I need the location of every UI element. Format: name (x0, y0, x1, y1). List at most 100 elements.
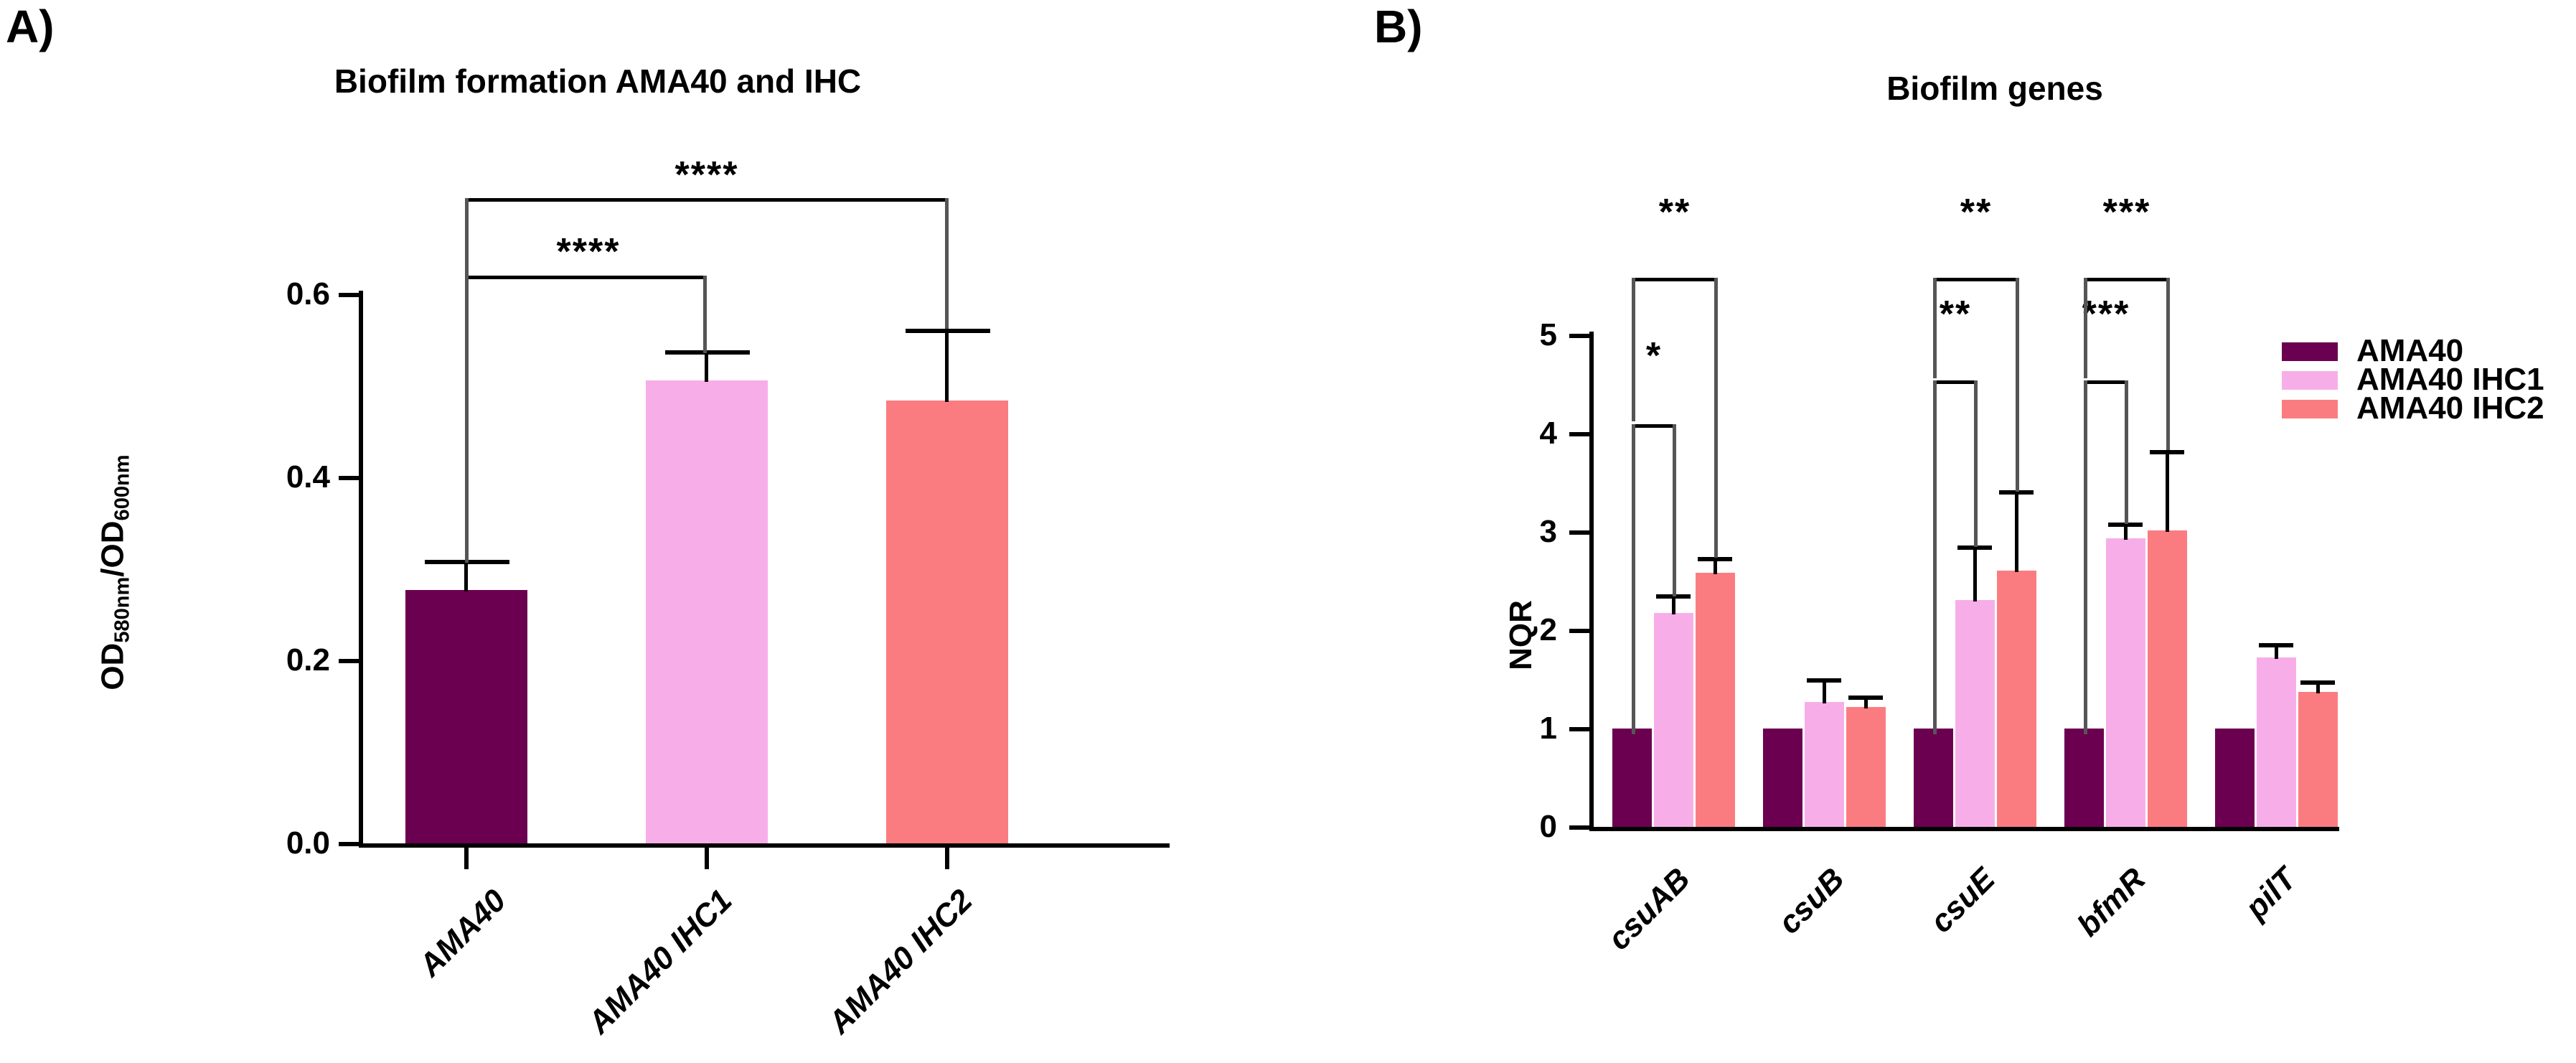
panel-b-sig-stars-csuE-inner: ** (1939, 294, 1972, 335)
panel-a-ytick-3 (339, 293, 359, 297)
panel-b-ytick-label-1: 1 (1539, 711, 1557, 746)
panel-b-bar-bfmR-ihc1 (2106, 538, 2145, 827)
panel-a-ytick-2 (339, 476, 359, 480)
panel-a-errorbar-cap-ihc2 (906, 329, 990, 333)
panel-b-bar-pilT-ihc1 (2257, 657, 2296, 827)
sig-bracket-right-leg (2125, 380, 2128, 524)
panel-a-ytick-label-2: 0.4 (286, 459, 330, 495)
panel-b-bar-csuE-ihc2 (1997, 571, 2036, 827)
legend-item-ihc1[interactable]: AMA40 IHC1 (2282, 362, 2569, 397)
panel-b-bar-csuB-ihc2 (1846, 707, 1886, 827)
sig-bracket-right-leg (2166, 278, 2170, 450)
sig-bracket-right-leg (945, 198, 949, 329)
sig-bracket-right-leg (1714, 278, 1718, 558)
panel-a-ytick-label-1: 0.2 (286, 642, 330, 678)
panel-a-xlabel-ihc1: AMA40 IHC1 (581, 883, 739, 1041)
sig-bracket-left-leg (2084, 278, 2087, 378)
panel-a-x-axis (359, 843, 1170, 848)
panel-b-errorbar-cap-bfmR-ihc2 (2150, 450, 2184, 454)
panel-a-xtick-2 (945, 848, 949, 869)
panel-b-ytick-4 (1569, 432, 1589, 436)
panel-b-errorbar-csuB-ihc1 (1823, 680, 1826, 703)
sig-bracket-left-leg (1632, 424, 1635, 734)
panel-b-errorbar-cap-pilT-ihc2 (2300, 680, 2335, 685)
panel-b-bar-csuB-ama40 (1763, 729, 1802, 827)
y-axis-title-sub-1: 580nm (111, 576, 134, 643)
panel-a-sig-stars-inner: **** (556, 231, 621, 273)
panel-b-errorbar-pilT-ihc2 (2316, 683, 2320, 693)
panel-b-errorbar-bfmR-ihc2 (2166, 452, 2169, 532)
panel-b-bar-csuB-ihc1 (1805, 702, 1844, 827)
legend-label-ihc2: AMA40 IHC2 (2356, 390, 2544, 426)
panel-a-errorbar-ihc2 (945, 330, 949, 402)
sig-bracket-top (1632, 424, 1676, 428)
panel-a-xlabel-ama40: AMA40 (412, 883, 513, 984)
panel-a-xtick-0 (464, 848, 469, 869)
panel-b-letter: B) (1374, 1, 1423, 52)
panel-b-bar-pilT-ama40 (2215, 729, 2255, 827)
sig-bracket-top (2084, 278, 2170, 281)
legend-label-ihc1: AMA40 IHC1 (2356, 362, 2544, 397)
sig-bracket-top (1933, 278, 2019, 281)
panel-a-errorbar-ihc1 (705, 352, 708, 382)
panel-b-errorbar-cap-pilT-ihc1 (2259, 643, 2293, 647)
panel-b-errorbar-pilT-ihc1 (2275, 645, 2278, 659)
sig-bracket-right-leg (2016, 278, 2019, 492)
panel-b-errorbar-bfmR-ihc1 (2124, 525, 2128, 540)
panel-b-title: Biofilm genes (1886, 70, 2103, 107)
panel-b-xlabel-pilT: pilT (2238, 861, 2303, 926)
panel-b-errorbar-csuAB-ihc2 (1714, 559, 1717, 574)
panel-b-ytick-0 (1569, 825, 1589, 830)
panel-b-y-axis (1589, 332, 1594, 830)
sig-bracket-right-leg (703, 276, 707, 353)
panel-b-errorbar-csuE-ihc2 (2015, 492, 2018, 572)
panel-b-bar-csuAB-ama40 (1612, 729, 1652, 827)
legend-label-ama40: AMA40 (2356, 333, 2464, 368)
sig-bracket-top (465, 198, 949, 202)
panel-b-ytick-label-4: 4 (1539, 416, 1557, 451)
panel-b-xlabel-csuAB: csuAB (1601, 861, 1697, 957)
panel-a-ytick-1 (339, 659, 359, 663)
panel-b-xlabel-csuE: csuE (1923, 861, 2002, 940)
panel-b-errorbar-csuE-ihc1 (1973, 548, 1977, 601)
panel-a-errorbar-cap-ihc1 (665, 350, 750, 355)
panel-b-ytick-3 (1569, 530, 1589, 535)
panel-b-legend: AMA40 AMA40 IHC1 AMA40 IHC2 (2282, 333, 2569, 426)
panel-b-errorbar-csuB-ihc2 (1864, 698, 1868, 708)
y-axis-title-sub-2: 600nm (111, 454, 134, 521)
legend-item-ihc2[interactable]: AMA40 IHC2 (2282, 390, 2569, 426)
panel-a-errorbar-ama40 (464, 561, 468, 591)
sig-bracket-left-leg (1632, 278, 1635, 421)
panel-b-sig-stars-csuE-outer: ** (1960, 192, 1993, 233)
panel-a-bar-ihc1 (646, 380, 768, 843)
sig-bracket-top (465, 276, 707, 279)
legend-item-ama40[interactable]: AMA40 (2282, 333, 2569, 368)
y-axis-title-part-1: OD (95, 642, 131, 690)
panel-b-ytick-1 (1569, 727, 1589, 731)
sig-bracket-top (2084, 380, 2128, 384)
panel-b-errorbar-cap-bfmR-ihc1 (2108, 523, 2143, 527)
panel-a-y-axis (359, 291, 363, 847)
panel-a-xtick-1 (705, 848, 709, 869)
panel-b-errorbar-cap-csuE-ihc1 (1957, 545, 1992, 550)
panel-b-ytick-2 (1569, 629, 1589, 633)
panel-b-bar-csuAB-ihc1 (1654, 613, 1693, 827)
panel-b-ytick-label-3: 3 (1539, 514, 1557, 549)
panel-a-title: Biofilm formation AMA40 and IHC (334, 62, 862, 100)
panel-b-sig-stars-csuAB-outer: ** (1658, 192, 1691, 233)
panel-a-bar-ama40 (405, 590, 527, 843)
panel-b-bar-bfmR-ihc2 (2148, 530, 2187, 827)
panel-b-x-axis (1589, 827, 2339, 831)
panel-b-errorbar-csuAB-ihc1 (1672, 596, 1675, 614)
panel-b-errorbar-cap-csuB-ihc2 (1848, 696, 1883, 700)
panel-b-errorbar-cap-csuAB-ihc2 (1698, 557, 1732, 561)
panel-b-xlabel-csuB: csuB (1771, 861, 1851, 941)
panel-b-errorbar-cap-csuB-ihc1 (1807, 678, 1841, 683)
sig-bracket-left-leg (2084, 380, 2087, 734)
panel-b-sig-stars-bfmR-outer: *** (2102, 192, 2151, 233)
panel-b-bar-csuE-ama40 (1914, 729, 1953, 827)
panel-a-sig-stars-outer: **** (674, 154, 739, 196)
panel-b-sig-stars-bfmR-inner: *** (2082, 294, 2130, 335)
legend-swatch-ihc1 (2282, 371, 2338, 390)
legend-swatch-ama40 (2282, 342, 2338, 361)
